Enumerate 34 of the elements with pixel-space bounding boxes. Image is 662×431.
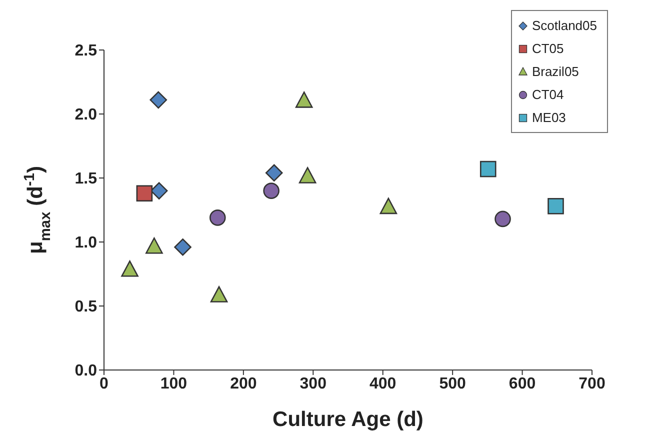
x-tick-label: 200 <box>230 375 257 392</box>
y-tick-label: 0.0 <box>74 362 98 380</box>
point <box>263 182 280 199</box>
y-tick-label: 1.5 <box>74 170 98 188</box>
x-tick-label: 100 <box>160 375 188 392</box>
legend-label: CT04 <box>532 86 564 104</box>
x-tick-label: 700 <box>578 375 606 392</box>
legend-label: Scotland05 <box>532 17 597 35</box>
y-tick-label: 2.0 <box>74 106 98 124</box>
point <box>494 210 511 228</box>
point <box>146 237 163 254</box>
point <box>548 198 564 214</box>
legend-label: Brazil05 <box>532 63 579 81</box>
x-tick-label: 500 <box>439 375 466 392</box>
point <box>380 198 398 214</box>
x-tick-label: 600 <box>508 375 536 392</box>
x-axis-title: Culture Age (d) <box>272 408 424 431</box>
point <box>174 238 192 256</box>
point <box>121 260 138 277</box>
x-tick-label: 300 <box>300 375 327 392</box>
point <box>480 160 496 178</box>
y-tick-label: 1.0 <box>74 234 98 252</box>
x-tick-label: 400 <box>370 375 396 392</box>
point <box>210 286 228 302</box>
point <box>209 210 226 226</box>
point <box>136 185 153 202</box>
point <box>265 164 283 182</box>
point <box>298 167 316 184</box>
y-tick-label: 2.5 <box>74 42 98 60</box>
legend-label: ME03 <box>532 109 566 127</box>
x-tick-label: 0 <box>100 375 109 392</box>
y-tick-label: 0.5 <box>74 298 98 316</box>
point <box>150 91 168 109</box>
legend-label: CT05 <box>532 40 564 58</box>
